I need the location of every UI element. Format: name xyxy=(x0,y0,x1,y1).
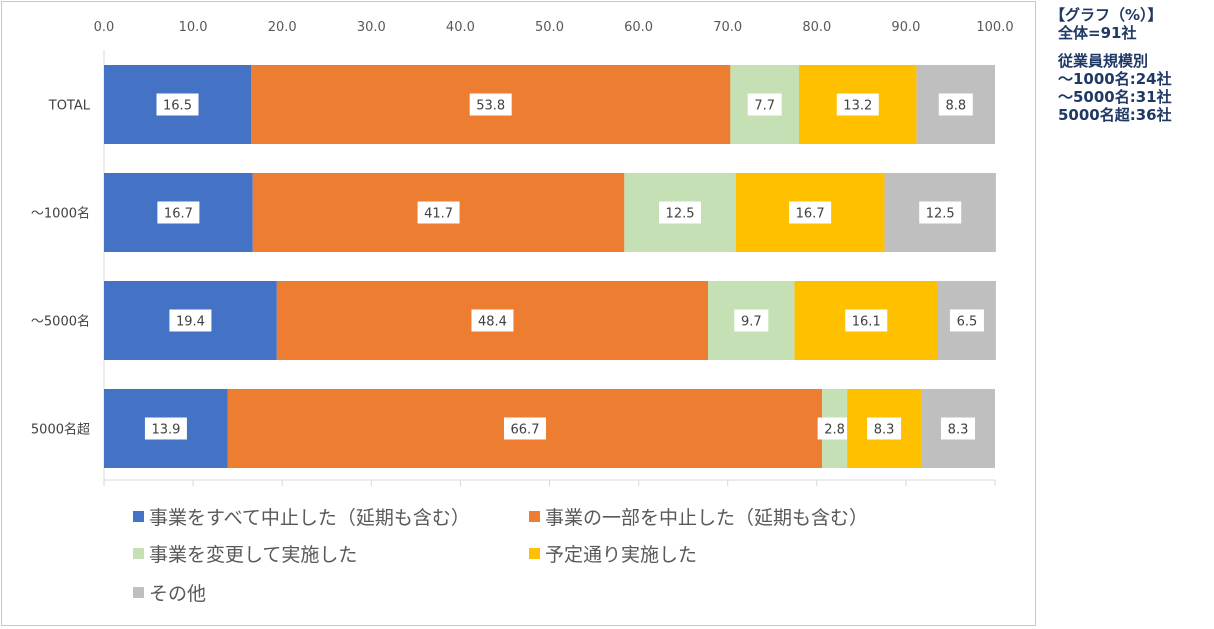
data-label: 48.4 xyxy=(478,315,507,330)
data-label-box xyxy=(734,309,769,332)
data-label-box xyxy=(836,93,879,116)
data-label-box xyxy=(938,93,973,116)
data-label: 12.5 xyxy=(926,207,955,222)
x-tick-label: 100.0 xyxy=(976,20,1013,35)
legend-swatch xyxy=(133,511,144,522)
data-label-box xyxy=(503,417,546,440)
x-tick-label: 10.0 xyxy=(179,20,208,35)
data-label: 8.3 xyxy=(874,423,895,438)
x-tick-label: 0.0 xyxy=(94,20,115,35)
side-note-group-5000: ～5000名:31社 xyxy=(1058,88,1172,106)
side-note-total: 全体=91社 xyxy=(1058,24,1137,42)
legend-swatch xyxy=(133,587,144,598)
data-label-box xyxy=(845,309,888,332)
category-label: ～1000名 xyxy=(31,206,90,222)
side-note-heading: 従業員規模別 xyxy=(1058,52,1149,70)
data-label-box xyxy=(417,201,460,224)
legend-label: 事業を変更して実施した xyxy=(149,544,357,566)
legend-swatch xyxy=(529,548,540,559)
legend-label: 予定通り実施した xyxy=(545,544,697,566)
x-tick-label: 80.0 xyxy=(802,20,831,35)
data-label-box xyxy=(144,417,187,440)
legend-swatch xyxy=(529,511,540,522)
data-label-box xyxy=(747,93,782,116)
data-label-box xyxy=(949,309,984,332)
data-label-box xyxy=(817,417,852,440)
data-label-box xyxy=(659,201,702,224)
legend-label: 事業の一部を中止した（延期も含む） xyxy=(545,507,868,529)
side-note-group-1000: ～1000名:24社 xyxy=(1058,70,1172,88)
data-label: 9.7 xyxy=(741,315,762,330)
data-label-box xyxy=(157,201,200,224)
data-label: 8.8 xyxy=(945,99,966,114)
data-label: 16.5 xyxy=(163,99,192,114)
x-tick-label: 30.0 xyxy=(357,20,386,35)
side-note-title: 【グラフ（%）】 xyxy=(1050,6,1163,24)
category-label: ～5000名 xyxy=(31,314,90,330)
legend-swatch xyxy=(133,548,144,559)
x-tick-label: 60.0 xyxy=(624,20,653,35)
data-label-box xyxy=(156,93,199,116)
data-label: 7.7 xyxy=(754,99,775,114)
data-label: 66.7 xyxy=(511,423,540,438)
side-note-group-over5000: 5000名超:36社 xyxy=(1058,106,1172,124)
data-label: 19.4 xyxy=(176,315,205,330)
legend-label: その他 xyxy=(149,583,206,605)
stacked-bar-chart: 0.0 10.0 20.0 30.0 40.0 50.0 60.0 70.0 80.0 90.0 1… xyxy=(31,20,1014,605)
data-label: 6.5 xyxy=(957,315,978,330)
data-label: 41.7 xyxy=(424,207,453,222)
data-label: 2.8 xyxy=(824,423,845,438)
x-tick-label: 50.0 xyxy=(535,20,564,35)
data-label-box xyxy=(867,417,902,440)
data-label: 12.5 xyxy=(666,207,695,222)
side-note: 【グラフ（%）】 全体=91社 従業員規模別 ～1000名:24社 ～5000名… xyxy=(1050,6,1210,124)
legend-label: 事業をすべて中止した（延期も含む） xyxy=(149,507,470,529)
data-label-box xyxy=(789,201,832,224)
data-label: 8.3 xyxy=(948,423,969,438)
data-label: 16.7 xyxy=(796,207,825,222)
category-label: TOTAL xyxy=(48,99,91,114)
x-tick-label: 40.0 xyxy=(446,20,475,35)
x-tick-label: 70.0 xyxy=(713,20,742,35)
x-tick-label: 90.0 xyxy=(891,20,920,35)
data-label-box xyxy=(941,417,976,440)
x-tick-label: 20.0 xyxy=(268,20,297,35)
data-label: 16.1 xyxy=(852,315,881,330)
data-label: 53.8 xyxy=(476,99,505,114)
data-label: 16.7 xyxy=(164,207,193,222)
data-label-box xyxy=(169,309,212,332)
data-label-box xyxy=(469,93,512,116)
category-label: 5000名超 xyxy=(31,422,90,438)
data-label-box xyxy=(919,201,962,224)
data-label: 13.9 xyxy=(151,423,180,438)
data-label-box xyxy=(471,309,514,332)
chart-frame: 0.0 10.0 20.0 30.0 40.0 50.0 60.0 70.0 80.0 90.0 1… xyxy=(1,1,1036,626)
data-label: 13.2 xyxy=(843,99,872,114)
